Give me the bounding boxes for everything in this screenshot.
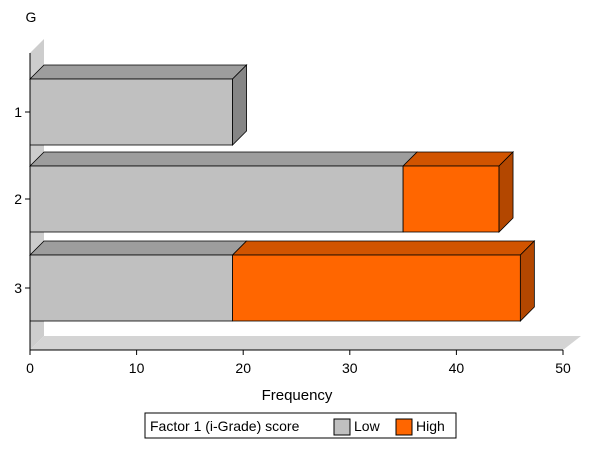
legend-swatch-high xyxy=(396,419,412,435)
bar-1-low-top xyxy=(30,65,247,79)
floor xyxy=(30,336,581,350)
bar-2-high xyxy=(403,166,499,232)
bar-3-low-top xyxy=(30,241,247,255)
bar-3-high xyxy=(233,255,521,321)
bar-2-low-top xyxy=(30,152,417,166)
legend-swatch-low xyxy=(334,419,350,435)
x-tick-label: 10 xyxy=(129,360,145,376)
y-tick-label: 3 xyxy=(14,280,22,296)
legend: Factor 1 (i-Grade) score Low High xyxy=(145,413,456,438)
legend-label-low: Low xyxy=(354,418,381,434)
legend-title: Factor 1 (i-Grade) score xyxy=(150,418,300,434)
bar-1-low xyxy=(30,79,233,145)
x-tick-label: 50 xyxy=(555,360,571,376)
bar-1-low-side xyxy=(233,65,247,145)
bar-2-high-top xyxy=(403,152,513,166)
axis-group-label: G xyxy=(26,9,37,25)
bar-2-high-side xyxy=(499,152,513,232)
y-tick-label: 1 xyxy=(14,104,22,120)
bar-2-low xyxy=(30,166,403,232)
bar-3-low xyxy=(30,255,233,321)
x-tick-label: 40 xyxy=(449,360,465,376)
x-tick-label: 0 xyxy=(26,360,34,376)
x-axis-label: Frequency xyxy=(262,387,333,404)
bar-3-high-top xyxy=(233,241,535,255)
bar-3-high-side xyxy=(520,241,534,321)
y-tick-label: 2 xyxy=(14,191,22,207)
bars xyxy=(30,65,534,321)
x-tick-label: 20 xyxy=(235,360,251,376)
legend-label-high: High xyxy=(416,418,445,434)
x-tick-label: 30 xyxy=(342,360,358,376)
